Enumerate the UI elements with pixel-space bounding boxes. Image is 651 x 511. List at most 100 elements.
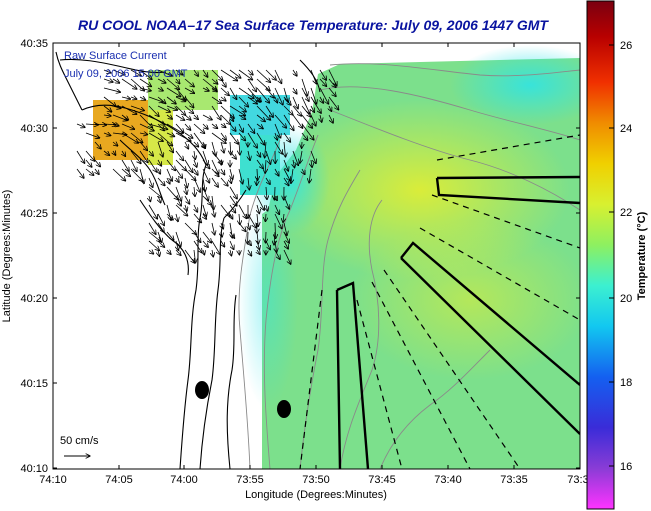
x-tick-label: 73:3 bbox=[567, 474, 588, 486]
current-vector bbox=[221, 231, 222, 237]
current-vector bbox=[248, 222, 250, 230]
current-vector bbox=[221, 222, 223, 229]
current-vector bbox=[185, 141, 189, 149]
scale-label: 50 cm/s bbox=[60, 435, 99, 447]
current-vector bbox=[185, 204, 187, 211]
current-vector bbox=[184, 78, 194, 87]
current-vector bbox=[139, 123, 154, 131]
current-vector bbox=[302, 168, 305, 175]
map-title: RU COOL NOAA–17 Sea Surface Temperature:… bbox=[78, 17, 549, 33]
current-vector bbox=[166, 115, 172, 119]
current-vector bbox=[193, 240, 202, 253]
x-tick-label: 73:55 bbox=[236, 474, 264, 486]
current-vector bbox=[328, 78, 336, 88]
current-vector bbox=[202, 240, 208, 247]
current-vector bbox=[212, 222, 215, 235]
current-vector bbox=[176, 240, 178, 250]
current-vector bbox=[274, 213, 282, 229]
current-vector bbox=[284, 141, 286, 157]
current-vector bbox=[238, 96, 249, 107]
current-vector bbox=[230, 168, 233, 179]
current-vector bbox=[283, 213, 284, 223]
current-vector bbox=[211, 168, 219, 177]
current-vector bbox=[292, 114, 303, 128]
current-vector bbox=[202, 69, 208, 77]
current-vector bbox=[257, 250, 260, 255]
current-vector bbox=[283, 87, 288, 102]
current-vector bbox=[274, 249, 280, 260]
current-vector bbox=[283, 114, 294, 131]
current-vector bbox=[193, 123, 205, 134]
current-vector bbox=[238, 222, 246, 232]
current-vector bbox=[103, 96, 116, 106]
current-vector bbox=[229, 150, 236, 159]
current-vector bbox=[166, 159, 176, 171]
current-vector bbox=[220, 177, 228, 186]
current-vector bbox=[202, 114, 212, 120]
current-vector bbox=[220, 124, 226, 128]
current-vector bbox=[103, 105, 112, 112]
current-vector bbox=[292, 105, 302, 116]
current-vector bbox=[265, 69, 276, 80]
y-tick-label: 40:25 bbox=[20, 208, 48, 220]
current-vector bbox=[248, 150, 250, 161]
current-vector bbox=[256, 105, 271, 120]
current-vector bbox=[121, 159, 129, 171]
current-vector bbox=[328, 87, 336, 97]
current-vector bbox=[247, 96, 257, 104]
current-vector bbox=[319, 87, 329, 104]
current-vector bbox=[310, 150, 316, 164]
current-vector bbox=[238, 87, 254, 99]
current-vector bbox=[175, 114, 185, 120]
current-vector bbox=[211, 96, 222, 104]
current-vector bbox=[166, 141, 173, 153]
current-vector bbox=[257, 204, 259, 214]
colorbar-gradient bbox=[586, 0, 615, 510]
colorbar-label: Temperature (°C) bbox=[636, 211, 648, 300]
current-vector bbox=[283, 159, 288, 171]
current-vector bbox=[139, 88, 151, 91]
current-vector bbox=[311, 159, 312, 167]
current-vector bbox=[229, 69, 241, 78]
colorbar-tick-label: 22 bbox=[620, 207, 632, 219]
x-tick-label: 74:00 bbox=[170, 474, 198, 486]
sst-cyan-patch bbox=[450, 45, 580, 125]
current-vector bbox=[157, 231, 162, 243]
current-vector bbox=[311, 105, 314, 112]
y-tick-label: 40:35 bbox=[20, 38, 48, 50]
current-vector bbox=[85, 132, 100, 138]
current-vector bbox=[157, 78, 166, 83]
current-vector bbox=[184, 114, 191, 120]
current-vector bbox=[157, 222, 164, 232]
current-vector bbox=[157, 88, 163, 91]
current-vector bbox=[184, 105, 194, 114]
current-vector bbox=[238, 123, 243, 132]
colorbar-tick-label: 26 bbox=[620, 40, 632, 52]
current-vector bbox=[230, 213, 233, 219]
current-vector bbox=[265, 159, 266, 173]
current-vector bbox=[103, 133, 111, 136]
current-vector bbox=[274, 69, 282, 84]
current-vector bbox=[230, 177, 231, 184]
survey-boxes bbox=[335, 175, 580, 469]
current-vector bbox=[229, 186, 237, 199]
current-vector bbox=[202, 168, 210, 183]
current-vector bbox=[256, 114, 265, 122]
current-vector bbox=[229, 132, 238, 144]
current-vector bbox=[149, 250, 154, 254]
current-vector bbox=[211, 141, 216, 156]
current-vector bbox=[274, 123, 281, 138]
x-tick-label: 73:45 bbox=[368, 474, 396, 486]
temperature-colorbar: 26 24 22 20 18 16 Temperature (°C) bbox=[586, 0, 648, 510]
current-vector bbox=[202, 150, 208, 165]
colorbar-tick-label: 20 bbox=[620, 293, 632, 305]
current-vector bbox=[167, 250, 171, 254]
current-vector bbox=[139, 133, 148, 135]
current-vector bbox=[175, 123, 184, 133]
current-vector bbox=[202, 195, 212, 205]
current-vector bbox=[212, 195, 214, 210]
current-vector bbox=[301, 123, 314, 140]
current-vector bbox=[139, 150, 148, 163]
map-panel: Raw Surface Current July 09, 2006 15:00 … bbox=[53, 43, 580, 469]
current-vector bbox=[247, 123, 255, 133]
